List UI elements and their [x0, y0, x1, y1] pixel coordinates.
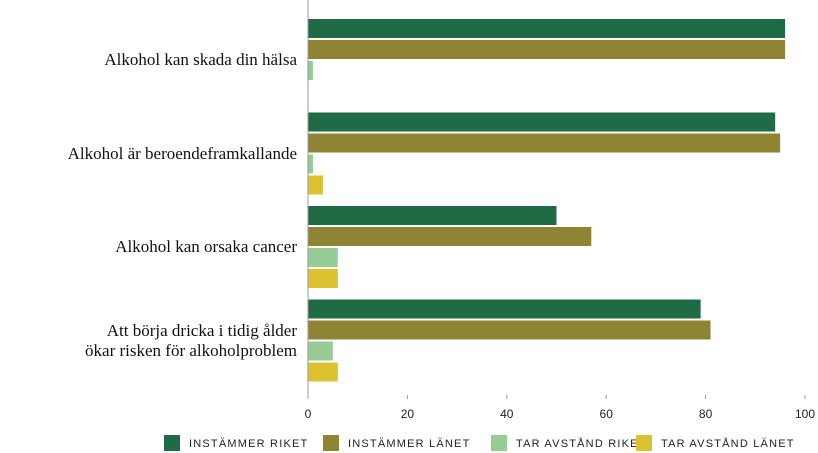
x-tick-label: 80 [699, 407, 713, 421]
bar [308, 40, 786, 59]
x-tick-label: 0 [305, 407, 312, 421]
bar [308, 269, 338, 288]
bar [308, 133, 781, 153]
bar [308, 154, 313, 174]
legend-swatch [636, 435, 652, 451]
legend-label: INSTÄMMER RIKET [189, 438, 308, 450]
bar [308, 362, 338, 382]
x-tick-label: 100 [795, 407, 815, 421]
legend-swatch [491, 435, 507, 451]
legend-swatch [323, 435, 339, 451]
legend-swatch [164, 435, 180, 451]
bar [308, 19, 786, 38]
category-label: Alkohol kan orsaka cancer [115, 237, 297, 256]
bar [308, 112, 776, 132]
legend-label: INSTÄMMER LÄNET [348, 438, 471, 450]
category-label: Att börja dricka i tidig ålder ökar risk… [85, 320, 297, 360]
x-tick-label: 60 [600, 407, 614, 421]
bar [308, 299, 701, 319]
x-tick-label: 40 [500, 407, 514, 421]
bar [308, 175, 323, 195]
bar [308, 227, 592, 246]
bar [308, 61, 313, 80]
legend-label: TAR AVSTÅND LÄNET [661, 437, 795, 450]
category-label: Alkohol kan skada din hälsa [104, 50, 297, 69]
bar [308, 206, 557, 225]
category-label: Alkohol är beroendeframkallande [67, 143, 297, 163]
bar [308, 248, 338, 267]
bar [308, 341, 333, 361]
bar [308, 320, 711, 340]
x-tick-label: 20 [401, 407, 415, 421]
legend-label: TAR AVSTÅND RIKET [516, 437, 647, 450]
